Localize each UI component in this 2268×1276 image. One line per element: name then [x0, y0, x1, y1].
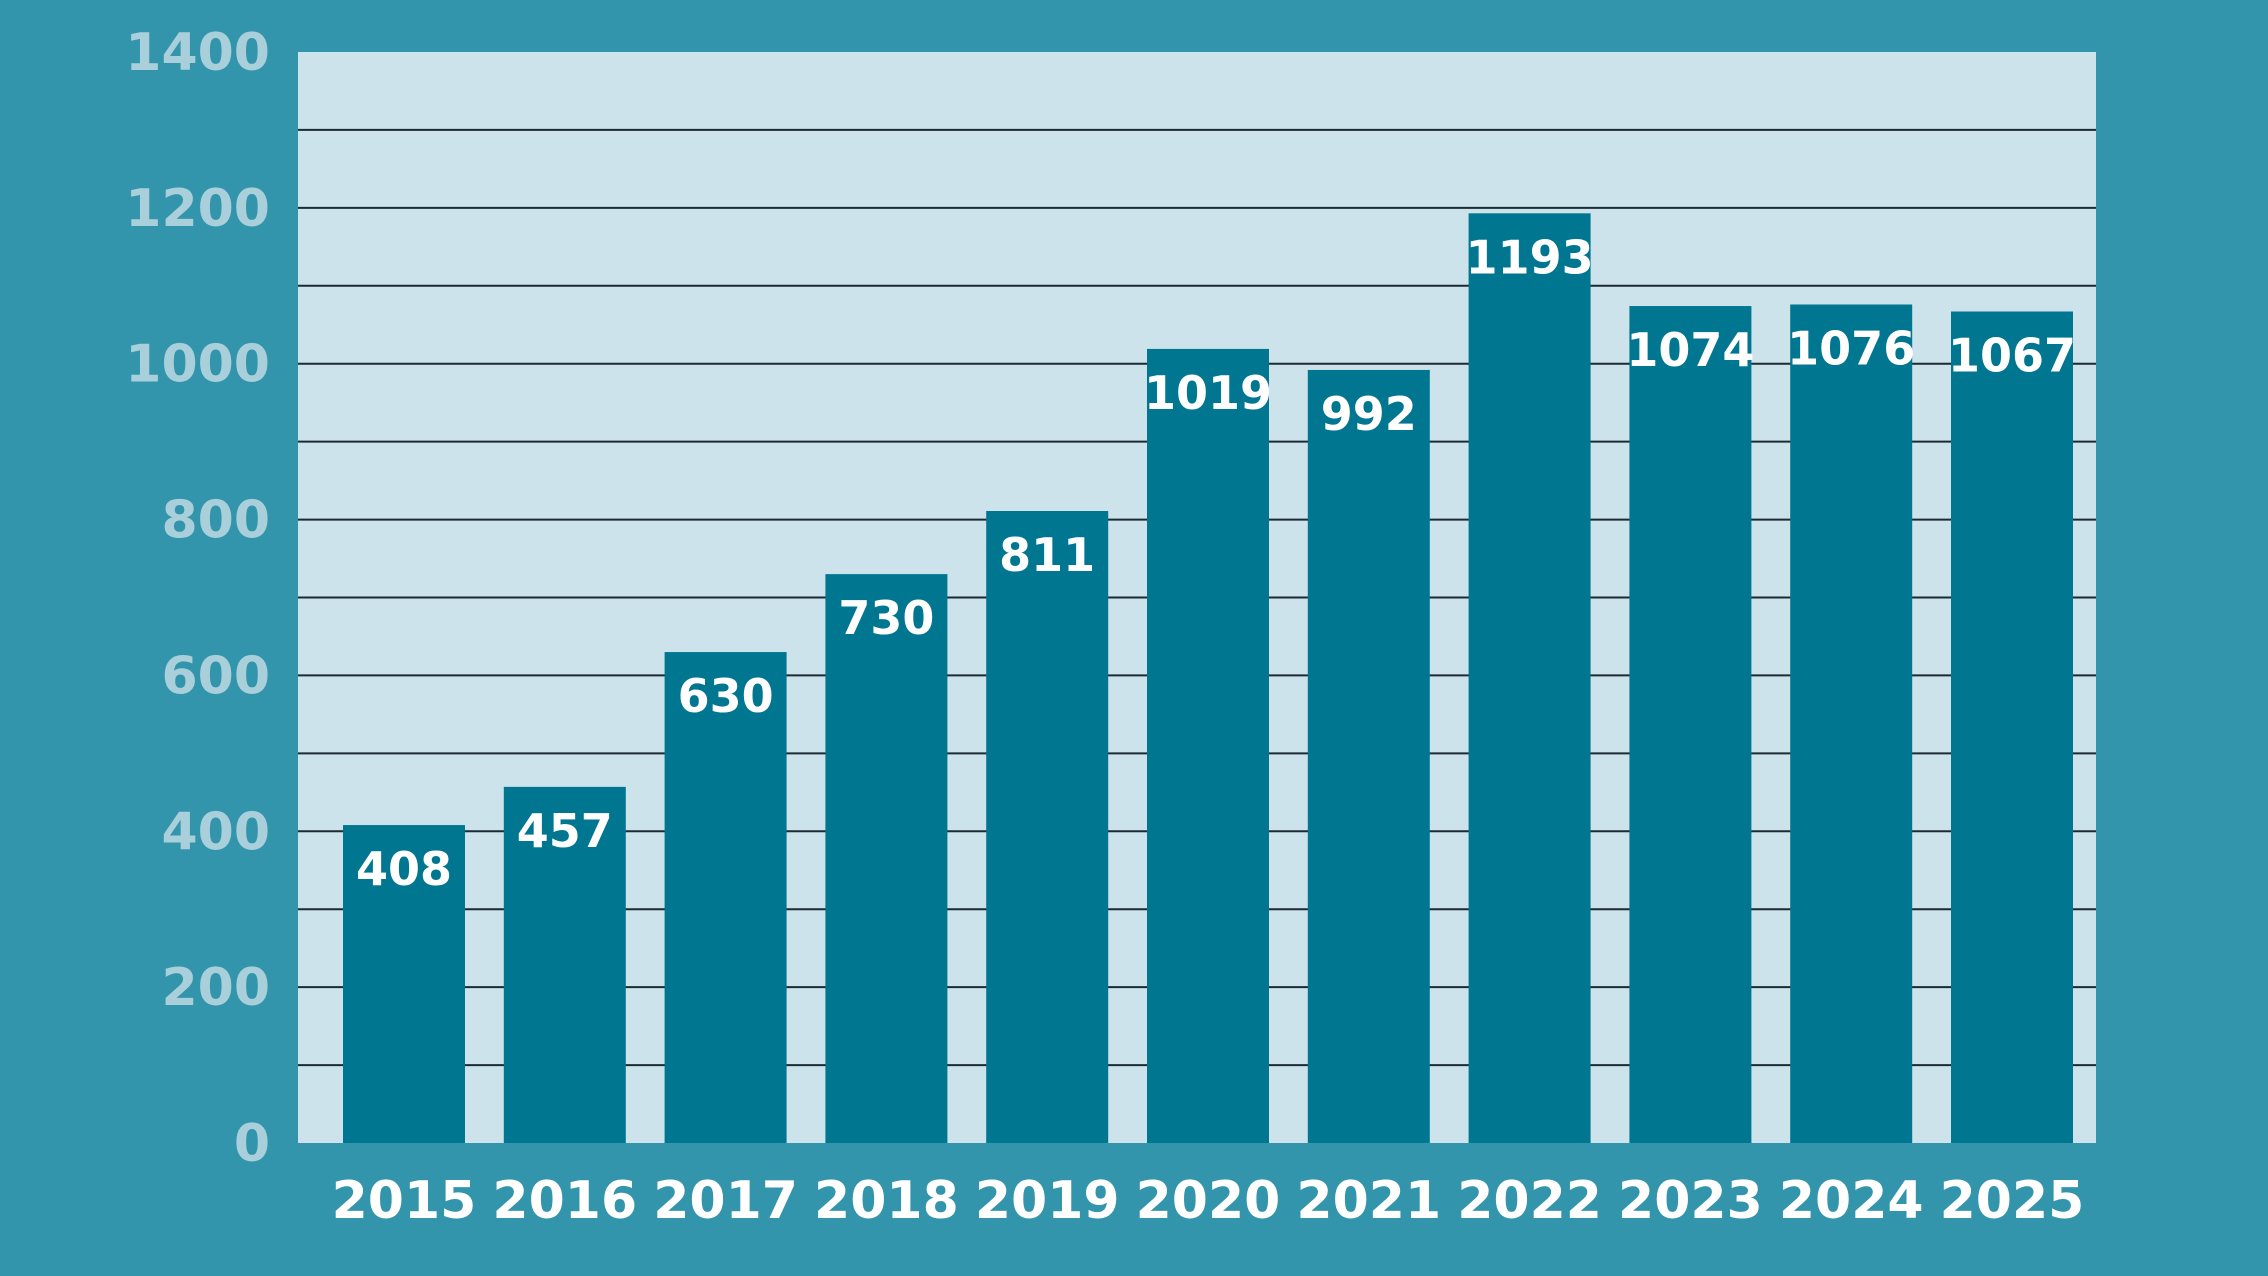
x-tick-label: 2016 — [492, 1171, 637, 1231]
x-tick-label: 2023 — [1618, 1171, 1763, 1231]
y-tick-label: 400 — [161, 802, 270, 862]
y-axis: 0 200 400 600 800 1000 1200 1400 — [125, 23, 270, 1174]
bar — [1147, 348, 1269, 1144]
bar — [1629, 306, 1752, 1144]
x-tick-label: 2015 — [332, 1171, 477, 1231]
data-label: 730 — [838, 591, 934, 645]
bar — [1951, 311, 2073, 1143]
data-label: 630 — [678, 669, 774, 723]
bars — [343, 213, 2073, 1144]
y-tick-label: 200 — [161, 958, 270, 1018]
bar — [664, 652, 787, 1143]
x-tick-label: 2017 — [653, 1171, 798, 1231]
data-label: 457 — [517, 804, 613, 858]
data-label: 992 — [1321, 387, 1417, 441]
bar — [825, 574, 948, 1143]
x-tick-label: 2019 — [975, 1171, 1120, 1231]
x-tick-label: 2020 — [1136, 1171, 1281, 1231]
y-tick-label: 1000 — [125, 335, 270, 395]
data-label: 1074 — [1626, 323, 1754, 377]
data-labels: 408 457 630 730 811 1019 992 1193 1074 1076 1067 — [356, 230, 2076, 896]
y-tick-label: 800 — [161, 491, 270, 551]
data-label: 408 — [356, 842, 452, 896]
data-label: 1193 — [1466, 230, 1594, 284]
x-tick-label: 2024 — [1779, 1171, 1924, 1231]
bar — [1468, 213, 1591, 1144]
data-label: 811 — [999, 528, 1095, 582]
bar — [986, 510, 1109, 1144]
x-tick-label: 2025 — [1940, 1171, 2085, 1231]
y-tick-label: 0 — [234, 1114, 270, 1174]
y-tick-label: 600 — [161, 646, 270, 706]
bar — [343, 825, 465, 1143]
x-tick-label: 2022 — [1457, 1171, 1602, 1231]
y-tick-label: 1200 — [125, 179, 270, 239]
x-tick-label: 2021 — [1296, 1171, 1441, 1231]
data-label: 1019 — [1144, 366, 1272, 420]
bar — [1307, 369, 1430, 1143]
bar — [503, 786, 626, 1143]
data-label: 1076 — [1787, 321, 1915, 375]
data-label: 1067 — [1948, 329, 2076, 383]
x-tick-label: 2018 — [814, 1171, 959, 1231]
y-tick-label: 1400 — [125, 23, 270, 83]
bar — [1790, 304, 1913, 1143]
x-axis: 2015 2016 2017 2018 2019 2020 2021 2022 2023 2024… — [332, 1171, 2085, 1231]
